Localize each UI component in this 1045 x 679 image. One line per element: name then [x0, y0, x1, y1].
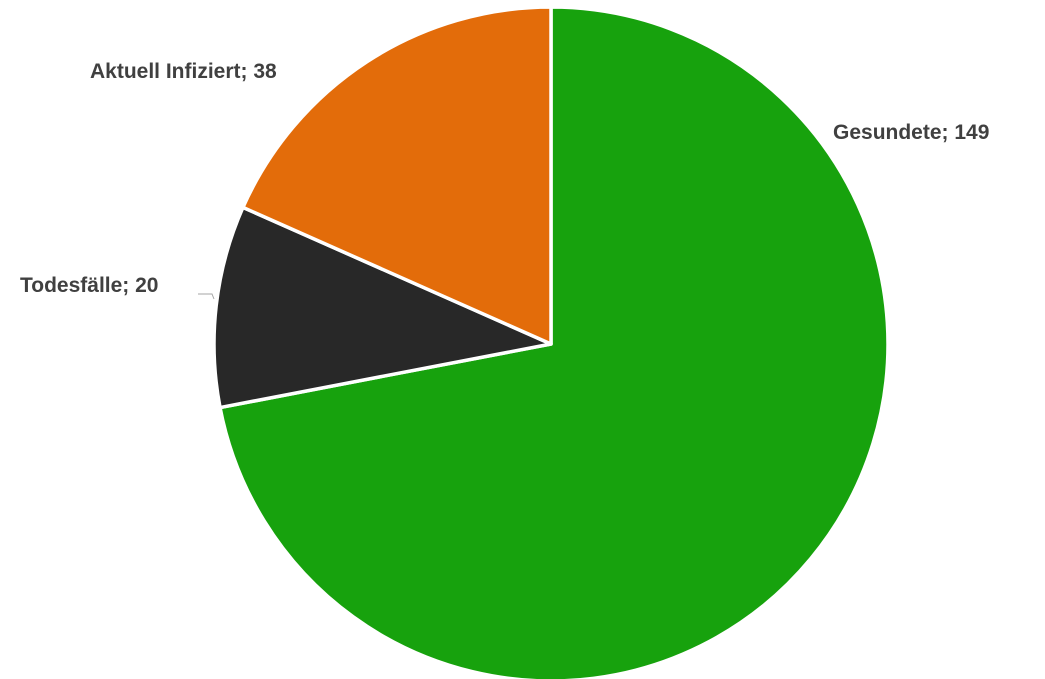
data-label-aktuell-infiziert: Aktuell Infiziert; 38: [90, 60, 277, 83]
slices-layer: [212, 5, 890, 679]
leader-line-todesfaelle: [198, 293, 215, 300]
data-labels-layer: Gesundete; 149 Todesfälle; 20 Aktuell In…: [20, 60, 989, 297]
pie-slice-gesundete: [218, 5, 890, 679]
pie-slice-aktuell-infiziert: [241, 5, 553, 346]
leader-lines-layer: [198, 293, 215, 300]
data-label-todesfaelle: Todesfälle; 20: [20, 274, 159, 297]
data-label-gesundete: Gesundete; 149: [833, 121, 989, 144]
pie-slice-todesfaelle: [212, 205, 553, 410]
